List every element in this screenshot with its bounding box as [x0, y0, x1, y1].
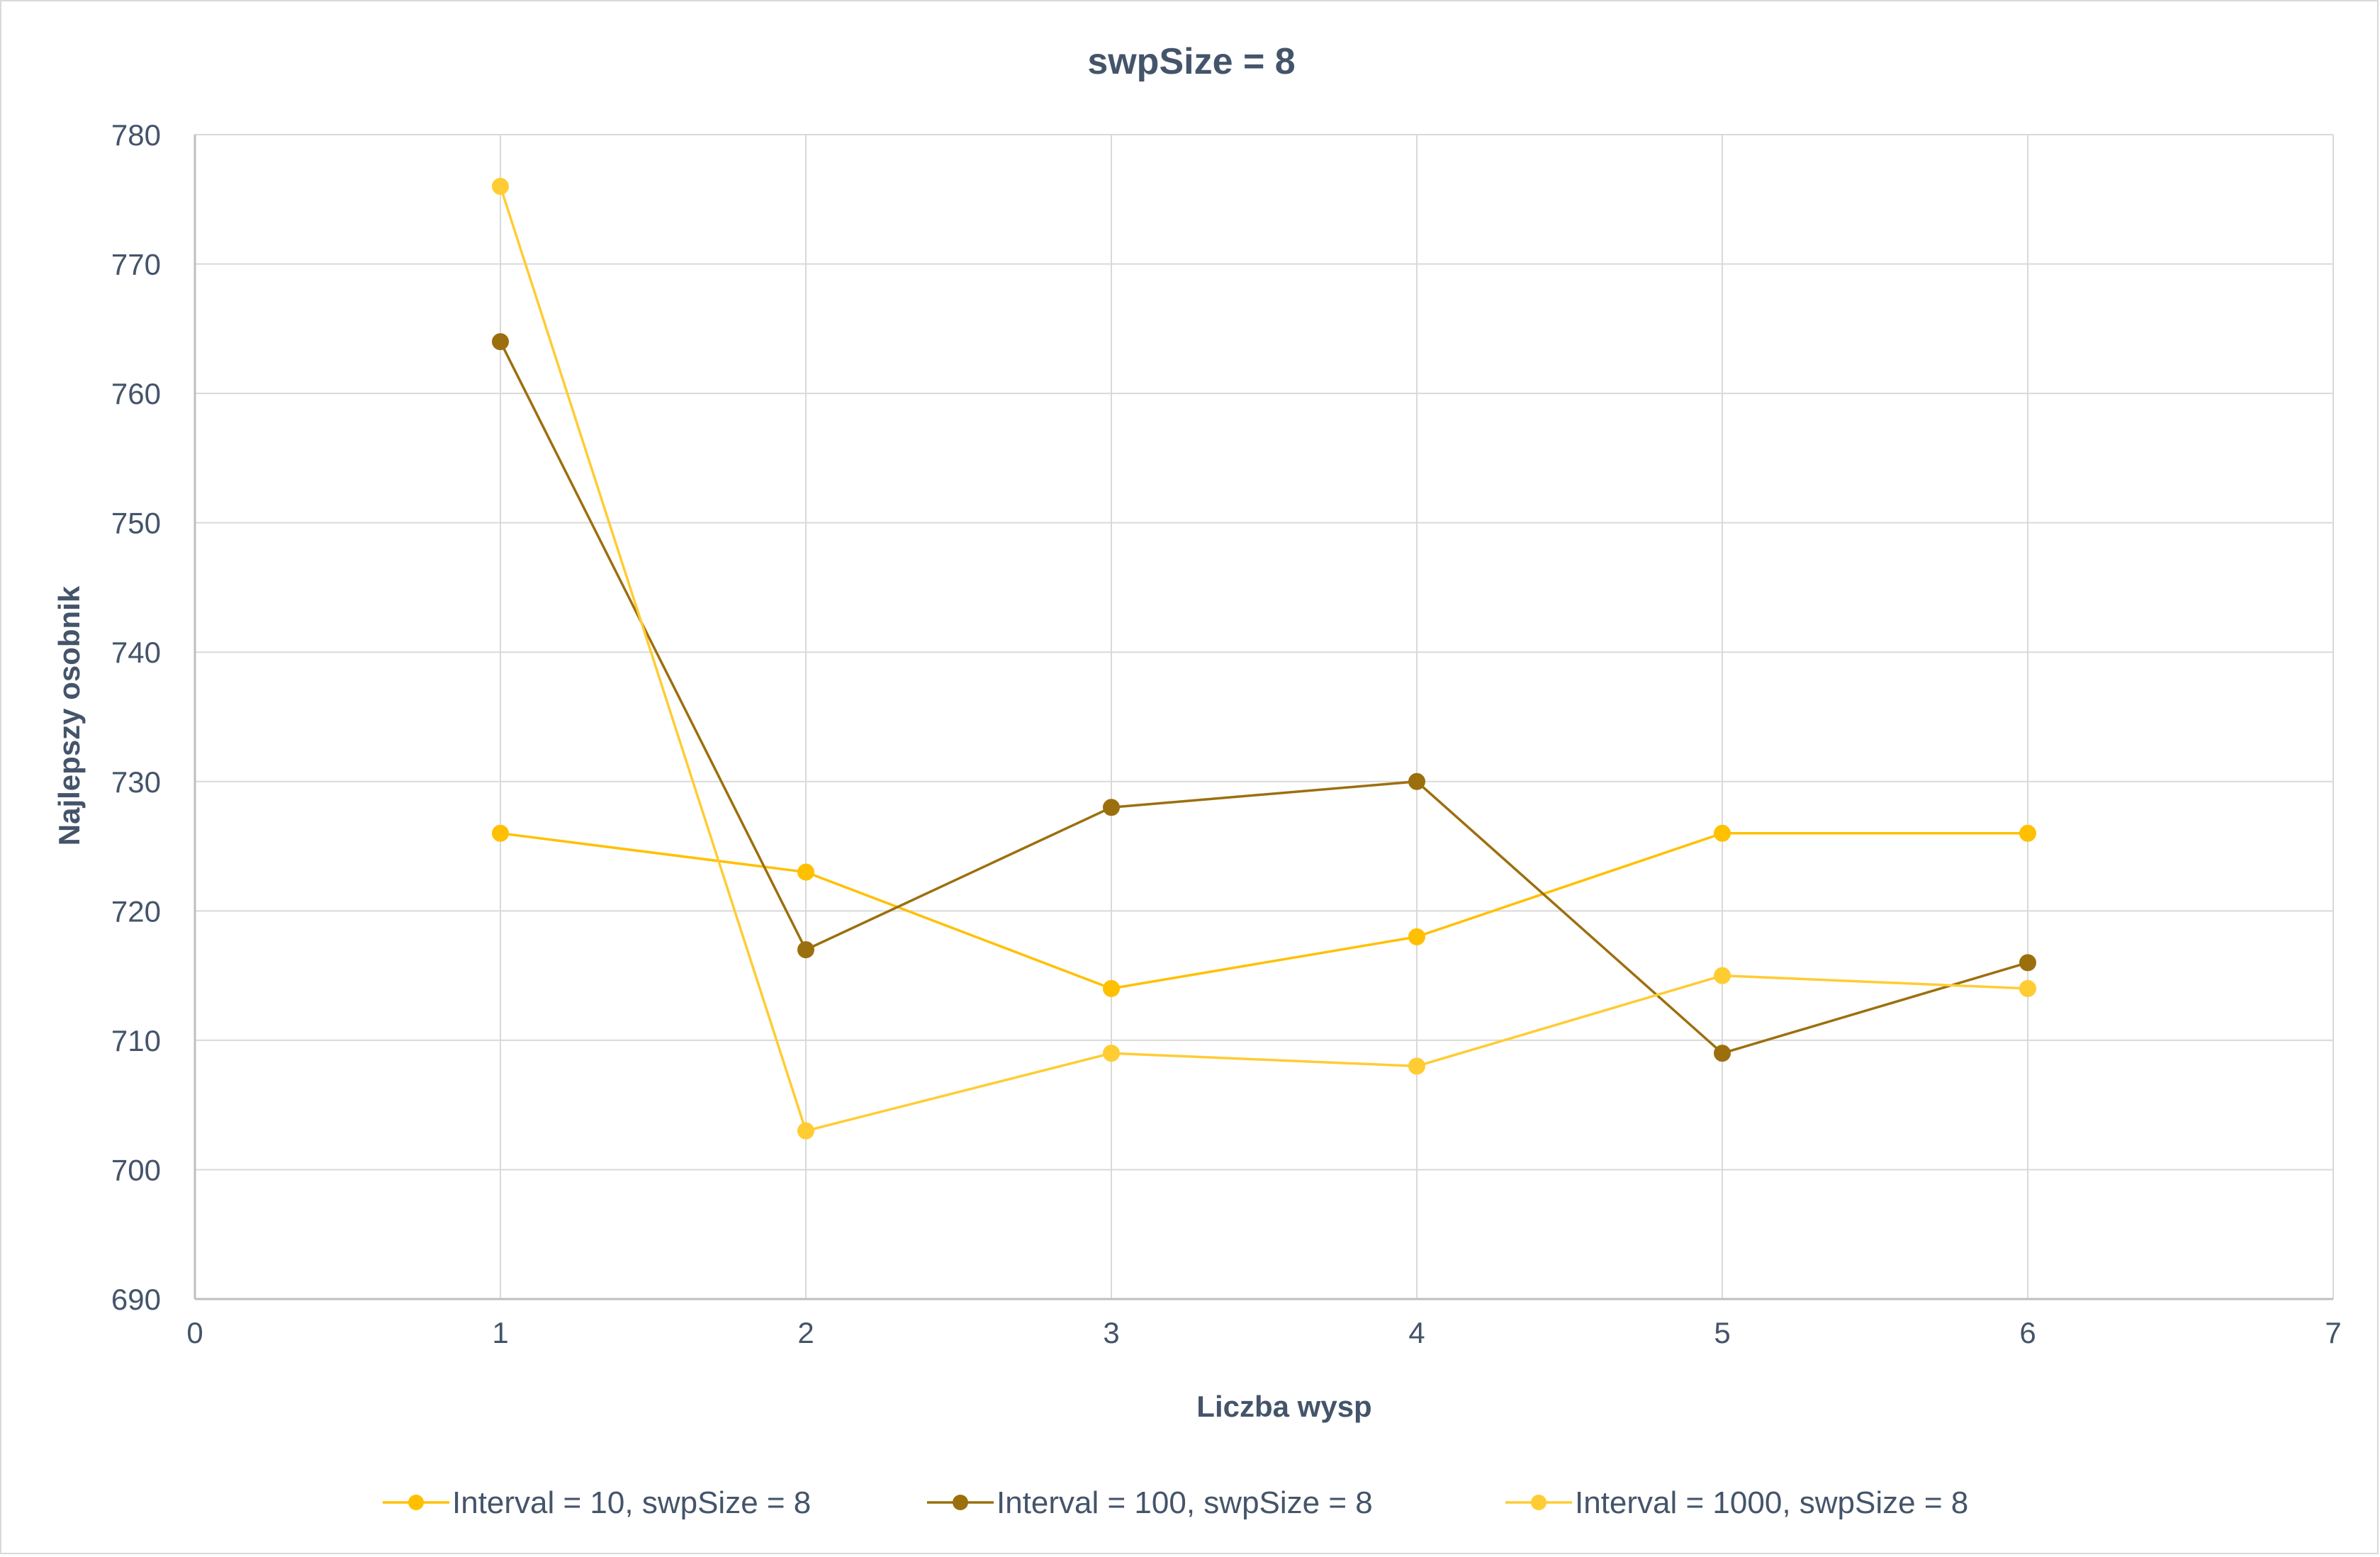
data-point	[2019, 954, 2036, 972]
legend-label: Interval = 10, swpSize = 8	[452, 1485, 811, 1520]
legend: Interval = 10, swpSize = 8 Interval = 100…	[383, 1485, 1968, 1520]
data-point	[797, 1122, 814, 1140]
legend-label: Interval = 100, swpSize = 8	[997, 1485, 1373, 1520]
data-point	[1714, 824, 1731, 842]
data-point	[1408, 928, 1425, 945]
plot-series	[492, 178, 2036, 1140]
data-point	[2019, 824, 2036, 842]
y-tick-label: 710	[111, 1024, 161, 1057]
x-tick-label: 5	[1714, 1316, 1730, 1349]
data-point	[1714, 1045, 1731, 1062]
legend-item: Interval = 100, swpSize = 8	[927, 1485, 1373, 1520]
x-tick-label: 6	[2019, 1316, 2036, 1349]
chart-title: swpSize = 8	[1087, 41, 1295, 82]
data-point	[492, 333, 509, 351]
data-point	[2019, 979, 2036, 997]
data-point	[492, 824, 509, 842]
series-2	[492, 333, 2036, 1062]
y-tick-label: 770	[111, 248, 161, 281]
data-point	[1103, 799, 1120, 816]
series-line	[500, 832, 2028, 990]
legend-label: Interval = 1000, swpSize = 8	[1575, 1485, 1968, 1520]
x-axis-title: Liczba wysp	[1196, 1390, 1371, 1423]
legend-marker	[953, 1495, 968, 1510]
y-tick-label: 740	[111, 636, 161, 669]
axes	[193, 135, 2333, 1300]
data-point	[1408, 1057, 1425, 1075]
data-point	[1408, 772, 1425, 790]
legend-marker	[408, 1495, 424, 1510]
gridlines	[194, 134, 2334, 1299]
data-point	[1103, 979, 1120, 997]
y-tick-label: 720	[111, 894, 161, 928]
x-tick-label: 4	[1408, 1316, 1425, 1349]
tick-labels: 690 700 710 720 730 740 750 760 770 780 0 1 2 3 4 5 6 7	[111, 118, 2342, 1349]
y-tick-label: 760	[111, 377, 161, 410]
data-point	[797, 941, 814, 959]
x-tick-label: 7	[2325, 1316, 2341, 1349]
legend-marker	[1531, 1495, 1547, 1510]
x-tick-label: 3	[1103, 1316, 1119, 1349]
series-line	[499, 341, 2028, 1055]
y-tick-label: 700	[111, 1153, 161, 1186]
data-point	[1103, 1045, 1120, 1062]
y-tick-label: 750	[111, 507, 161, 540]
data-point	[797, 863, 814, 881]
x-tick-label: 1	[492, 1316, 508, 1349]
legend-item: Interval = 10, swpSize = 8	[383, 1485, 811, 1520]
y-tick-label: 730	[111, 765, 161, 799]
y-tick-label: 780	[111, 118, 161, 152]
y-axis-title: Najlepszy osobnik	[52, 585, 86, 845]
x-tick-label: 0	[186, 1316, 203, 1349]
data-point	[492, 178, 509, 196]
series-line	[499, 186, 2028, 1132]
y-tick-label: 690	[111, 1283, 161, 1316]
data-point	[1714, 967, 1731, 984]
x-tick-label: 2	[797, 1316, 814, 1349]
series-3	[492, 178, 2036, 1140]
series-1	[492, 824, 2036, 997]
legend-item: Interval = 1000, swpSize = 8	[1505, 1485, 1968, 1520]
